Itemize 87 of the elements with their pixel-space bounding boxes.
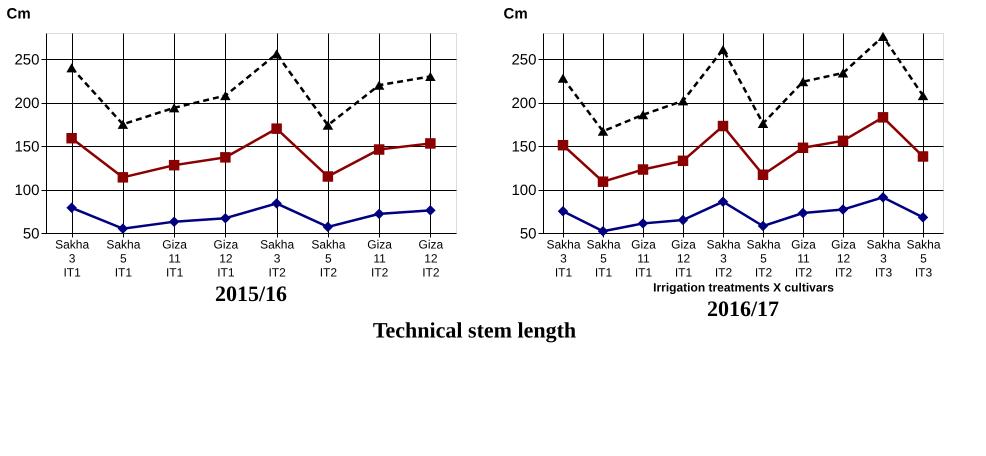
point	[425, 205, 436, 216]
x-tick-label: Giza 11 IT2	[791, 238, 816, 280]
x-tick-label: Sakha 5 IT2	[311, 238, 346, 280]
y-tick-label: 50	[22, 226, 40, 242]
x-tick-label: Giza 11 IT1	[631, 238, 656, 280]
point	[678, 96, 688, 106]
point	[598, 126, 608, 136]
x-tick-label: Sakha 3 IT2	[260, 238, 294, 280]
point	[220, 152, 231, 163]
x-tick-label: Sakha 5 IT1	[586, 238, 621, 280]
point	[220, 91, 231, 100]
y-tick-label: 150	[14, 138, 40, 156]
point	[878, 32, 888, 42]
point	[220, 212, 231, 224]
point	[322, 222, 334, 232]
point	[425, 138, 436, 149]
point	[374, 208, 384, 220]
point	[918, 151, 928, 162]
point	[322, 171, 334, 182]
y-tick-label: 100	[511, 182, 536, 200]
y-tick-label: 50	[520, 226, 536, 242]
text: 2016/17	[706, 296, 780, 321]
point	[168, 160, 180, 170]
point	[838, 136, 848, 146]
point	[598, 226, 608, 237]
point	[758, 220, 768, 232]
point	[718, 196, 728, 207]
y-tick-label: 200	[511, 95, 536, 112]
point	[878, 112, 888, 123]
x-tick-label: Sakha 5 IT1	[106, 238, 141, 280]
point	[638, 164, 648, 175]
x-tick-label: Sakha 5 IT2	[746, 238, 781, 280]
point	[758, 169, 768, 180]
point	[638, 110, 648, 120]
point	[374, 80, 384, 90]
point	[425, 72, 436, 82]
point	[798, 77, 808, 86]
x-tick-label: Sakha 3 IT1	[546, 238, 581, 280]
point	[558, 140, 568, 150]
point	[558, 74, 568, 83]
x-tick-label: Giza 12 IT1	[214, 238, 239, 280]
point	[271, 198, 282, 209]
point	[918, 212, 928, 223]
point	[598, 176, 608, 187]
point	[758, 118, 768, 128]
point	[678, 156, 688, 166]
point	[878, 192, 888, 203]
point	[322, 120, 334, 130]
x-axis-title: Irrigation treatments X cultivars	[653, 280, 834, 294]
x-tick-label: Sakha 3 IT2	[706, 238, 741, 280]
point	[118, 223, 128, 234]
y-tick-label: 100	[14, 182, 40, 200]
y-tick-label: 250	[511, 52, 536, 69]
y-axis-title: Cm	[6, 6, 31, 22]
point	[118, 172, 128, 183]
x-tick-label: Giza 12 IT1	[671, 238, 696, 280]
point	[678, 214, 688, 226]
point	[66, 63, 77, 72]
text: Technical stem length	[372, 318, 576, 342]
x-tick-label: Giza 12 IT2	[418, 238, 444, 280]
y-axis-title: Cm	[504, 6, 528, 22]
point	[638, 218, 648, 229]
y-tick-label: 150	[511, 138, 536, 156]
x-tick-label: Sakha 3 IT1	[55, 238, 90, 280]
y-tick-label: 200	[14, 95, 40, 112]
point	[838, 204, 848, 215]
point	[374, 144, 384, 155]
x-tick-label: Sakha 5 IT3	[906, 238, 941, 280]
x-tick-label: Sakha 3 IT3	[866, 238, 901, 280]
point	[798, 142, 808, 154]
point	[168, 103, 180, 112]
point	[838, 68, 848, 78]
x-tick-label: Giza 12 IT2	[831, 238, 856, 280]
point	[798, 208, 808, 218]
point	[718, 120, 728, 132]
point	[271, 123, 282, 134]
text: 2015/16	[214, 281, 288, 306]
point	[118, 120, 128, 129]
point	[168, 216, 180, 227]
point	[66, 132, 77, 144]
point	[918, 91, 928, 100]
point	[66, 202, 77, 214]
y-tick-label: 250	[14, 52, 40, 69]
x-tick-label: Giza 11 IT2	[367, 238, 392, 280]
x-tick-label: Giza 11 IT1	[162, 238, 188, 280]
point	[558, 206, 568, 217]
point	[718, 44, 728, 54]
